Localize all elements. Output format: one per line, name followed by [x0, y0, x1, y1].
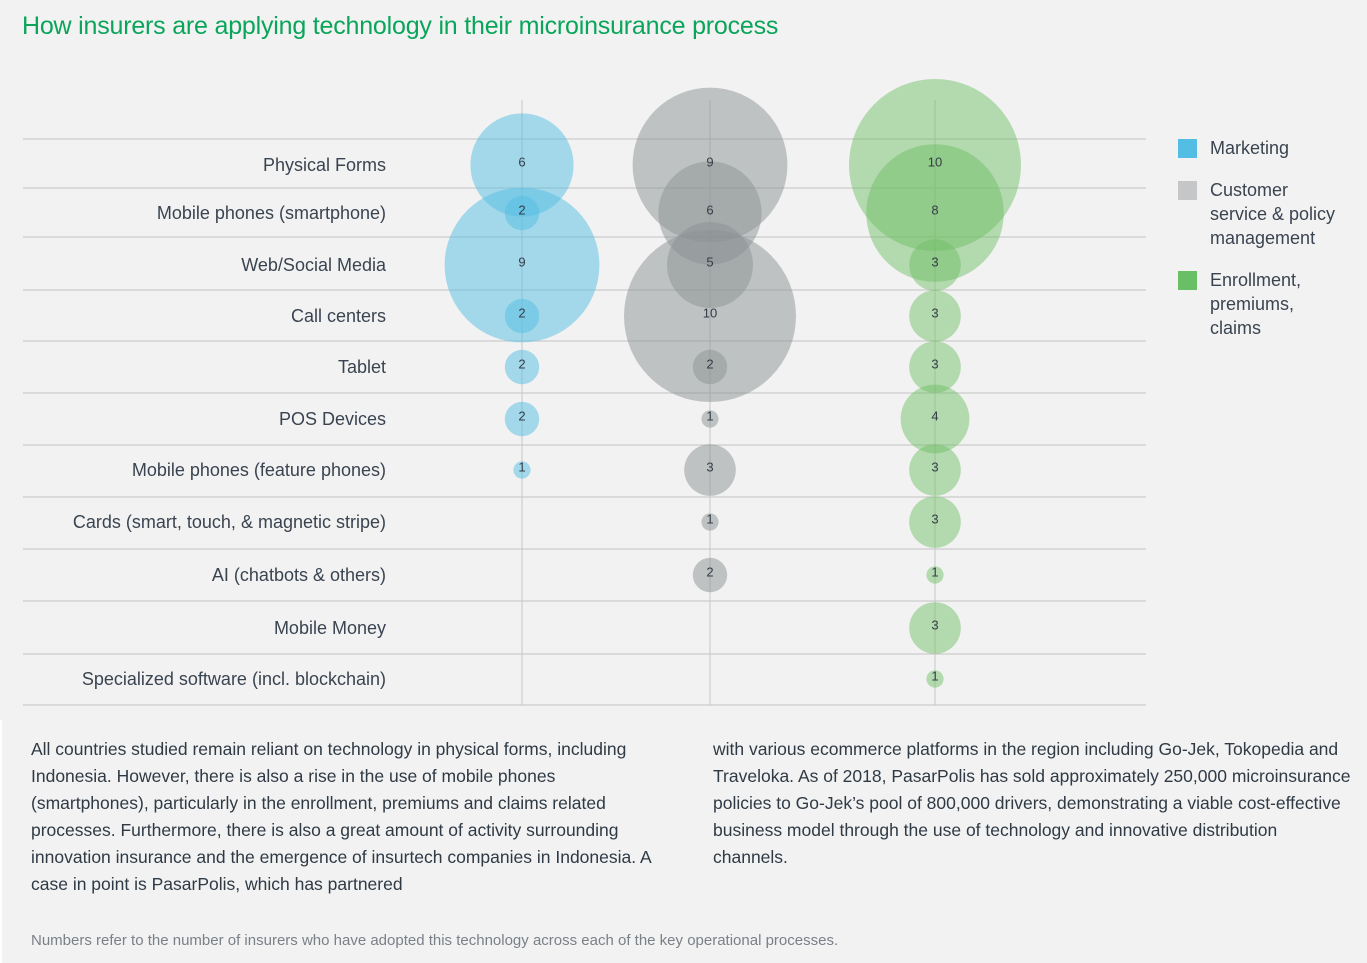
row-label: Web/Social Media: [241, 255, 387, 275]
bubble: [926, 670, 944, 688]
bubble: [701, 410, 719, 428]
legend: Marketing Customer service & policy mana…: [1178, 136, 1350, 358]
bubble-value-label: 9: [518, 254, 525, 269]
bubble-value-label: 10: [703, 305, 717, 320]
bubble-value-label: 1: [931, 564, 938, 579]
bubble: [624, 230, 796, 402]
bubble: [926, 566, 944, 584]
bubble-value-label: 3: [931, 254, 938, 269]
legend-label: Marketing: [1210, 138, 1290, 158]
row-label: Mobile Money: [274, 618, 386, 638]
row-label: Mobile phones (feature phones): [132, 460, 386, 480]
bubble-chart: Physical Forms Mobile phones (smartphone)…: [23, 79, 1146, 706]
bubble: [444, 187, 600, 343]
legend-swatch-customer-service: [1178, 181, 1197, 200]
row-label: AI (chatbots & others): [212, 565, 386, 585]
row-label: Physical Forms: [263, 155, 386, 175]
bubble-value-label: 2: [706, 564, 713, 579]
bubble: [849, 79, 1021, 251]
bubble: [504, 401, 540, 437]
bubble-value-label: 8: [931, 202, 938, 217]
row-label: Tablet: [338, 357, 386, 377]
body-text-column-2: with various ecommerce platforms in the …: [713, 739, 1351, 867]
row-label: Cards (smart, touch, & magnetic stripe): [73, 512, 386, 532]
row-label: POS Devices: [279, 409, 386, 429]
legend-label: Customer service & policy management: [1210, 180, 1336, 248]
bubble-value-label: 2: [518, 356, 525, 371]
bubble: [909, 444, 961, 496]
bubble-value-label: 4: [931, 408, 938, 423]
legend-item-customer-service: Customer service & policy management: [1178, 178, 1350, 250]
bubble: [909, 290, 961, 342]
bubble-value-label: 1: [706, 408, 713, 423]
bubble-value-label: 3: [706, 459, 713, 474]
divider: [0, 720, 2, 963]
body-text-column-1: All countries studied remain reliant on …: [31, 739, 651, 894]
legend-swatch-enrollment: [1178, 271, 1197, 290]
legend-item-marketing: Marketing: [1178, 136, 1350, 160]
bubble-value-label: 6: [518, 154, 525, 169]
bubble: [684, 444, 736, 496]
bubble: [909, 341, 961, 393]
bubble: [504, 349, 540, 385]
bubble-value-label: 3: [931, 356, 938, 371]
bubble-value-label: 2: [518, 305, 525, 320]
bubble-value-label: 1: [706, 511, 713, 526]
bubble: [470, 113, 574, 217]
legend-item-enrollment: Enrollment, premiums, claims: [1178, 268, 1350, 340]
row-label: Call centers: [291, 306, 386, 326]
bubble: [909, 602, 961, 654]
bubble-value-label: 3: [931, 305, 938, 320]
bubble-value-label: 2: [518, 202, 525, 217]
bubble-value-label: 10: [928, 154, 942, 169]
bubble: [909, 239, 961, 291]
bubble-value-label: 1: [931, 668, 938, 683]
bubble: [701, 513, 719, 531]
chart-title: How insurers are applying technology in …: [22, 12, 779, 40]
footnote: Numbers refer to the number of insurers …: [31, 932, 839, 949]
bubble: [692, 557, 728, 593]
bubble-value-label: 6: [706, 202, 713, 217]
bubble: [909, 496, 961, 548]
bubble: [900, 384, 970, 454]
bubble: [866, 144, 1004, 282]
row-label: Mobile phones (smartphone): [157, 203, 386, 223]
bubble-value-label: 1: [518, 459, 525, 474]
bubble: [692, 349, 728, 385]
legend-label: Enrollment, premiums, claims: [1210, 270, 1302, 338]
bubble-value-label: 2: [706, 356, 713, 371]
bubble-value-label: 9: [706, 154, 713, 169]
row-label: Specialized software (incl. blockchain): [82, 669, 386, 689]
legend-swatch-marketing: [1178, 139, 1197, 158]
bubble-value-label: 2: [518, 408, 525, 423]
bubble-value-label: 3: [931, 511, 938, 526]
bubble: [504, 298, 540, 334]
bubble-value-label: 5: [706, 254, 713, 269]
bubble-value-label: 3: [931, 617, 938, 632]
bubble: [513, 461, 531, 479]
bubble-value-label: 3: [931, 459, 938, 474]
